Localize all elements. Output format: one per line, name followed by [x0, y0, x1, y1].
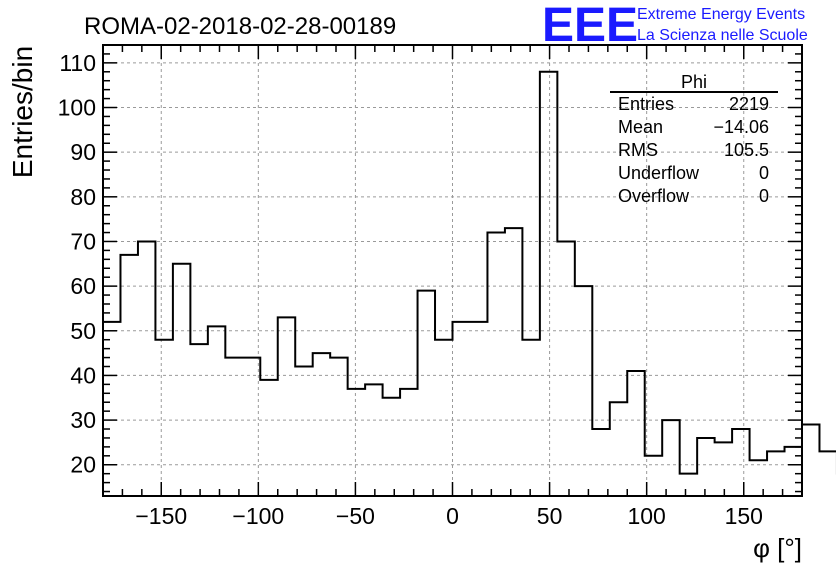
histogram-bin [400, 389, 417, 496]
histogram-bin [173, 264, 190, 496]
logo-line-1: Extreme Energy Events [637, 6, 805, 23]
stats-label-rms: RMS [618, 140, 658, 160]
histogram-bin [785, 447, 802, 496]
histogram-bin [313, 353, 330, 496]
y-tick-label: 50 [70, 318, 96, 344]
histogram-bin [208, 326, 225, 496]
x-tick-label: 150 [725, 503, 763, 529]
histogram-bin [732, 429, 749, 496]
stats-value-mean: −14.06 [713, 117, 769, 137]
y-tick-label: 30 [70, 407, 96, 433]
x-tick-labels: −150 −100 −50 0 50 100 150 [135, 503, 763, 529]
histogram-bin [120, 255, 137, 496]
histogram-bin [505, 228, 522, 496]
chart-title: ROMA-02-2018-02-28-00189 [84, 13, 396, 40]
histogram-bin [750, 460, 767, 496]
stats-label-underflow: Underflow [618, 163, 700, 183]
x-tick-label: −150 [135, 503, 187, 529]
y-tick-label: 40 [70, 362, 96, 388]
histogram-bin [540, 72, 557, 496]
histogram-bin [453, 322, 470, 496]
x-tick-label: −100 [232, 503, 284, 529]
histogram-bin [680, 474, 697, 496]
stats-value-entries: 2219 [729, 94, 769, 114]
histogram-bin [819, 451, 836, 496]
histogram-bin [697, 438, 714, 496]
histogram-bin [575, 286, 592, 496]
x-tick-label: 100 [627, 503, 665, 529]
histogram-bin [627, 371, 644, 496]
histogram-bin [190, 344, 207, 496]
histogram-bin [365, 384, 382, 496]
stats-label-entries: Entries [618, 94, 674, 114]
histogram-bin [348, 389, 365, 496]
grid-lines [103, 45, 802, 496]
stats-value-overflow: 0 [759, 186, 769, 206]
histogram-bin [243, 358, 260, 496]
axis-ticks [102, 44, 803, 496]
eee-logo: EEE [542, 0, 638, 52]
histogram-bin [260, 380, 277, 496]
histogram-bin [592, 429, 609, 496]
histogram-bin [383, 398, 400, 496]
histogram-bin [278, 317, 295, 496]
x-axis-label: φ [°] [753, 533, 802, 563]
y-tick-label: 110 [59, 50, 96, 76]
x-tick-label: 0 [446, 503, 459, 529]
y-tick-label: 20 [70, 452, 96, 478]
y-tick-label: 90 [70, 139, 96, 165]
y-tick-label: 80 [70, 184, 96, 210]
histogram-bin [662, 420, 679, 496]
histogram-bin [802, 425, 819, 496]
stats-value-rms: 105.5 [724, 140, 769, 160]
histogram-bin [138, 241, 155, 496]
x-tick-label: −50 [336, 503, 375, 529]
histogram-bin [715, 442, 732, 496]
y-tick-labels: 20 30 40 50 60 70 80 90 100 110 [58, 50, 96, 478]
histogram-bin [470, 322, 487, 496]
x-tick-label: 50 [537, 503, 563, 529]
histogram-bin [522, 340, 539, 496]
histogram-bin [418, 291, 435, 496]
histogram-bin [610, 402, 627, 496]
stats-label-overflow: Overflow [618, 186, 690, 206]
histogram-outline [103, 70, 836, 475]
stats-value-underflow: 0 [759, 163, 769, 183]
y-tick-label: 60 [70, 273, 96, 299]
histogram-bin [295, 367, 312, 496]
y-tick-label: 70 [70, 228, 96, 254]
stats-title: Phi [681, 72, 707, 92]
histogram-bin [557, 241, 574, 496]
histogram-bin [225, 358, 242, 496]
logo-line-2: La Scienza nelle Scuole [637, 27, 808, 44]
histogram-bin [487, 233, 504, 496]
histogram-bin [330, 358, 347, 496]
stats-box: Phi Entries 2219 Mean −14.06 RMS 105.5 U… [610, 72, 778, 206]
y-axis-label: Entries/bin [7, 46, 38, 178]
stats-label-mean: Mean [618, 117, 663, 137]
histogram-bin [435, 340, 452, 496]
histogram-bin [155, 340, 172, 496]
y-tick-label: 100 [58, 95, 96, 121]
